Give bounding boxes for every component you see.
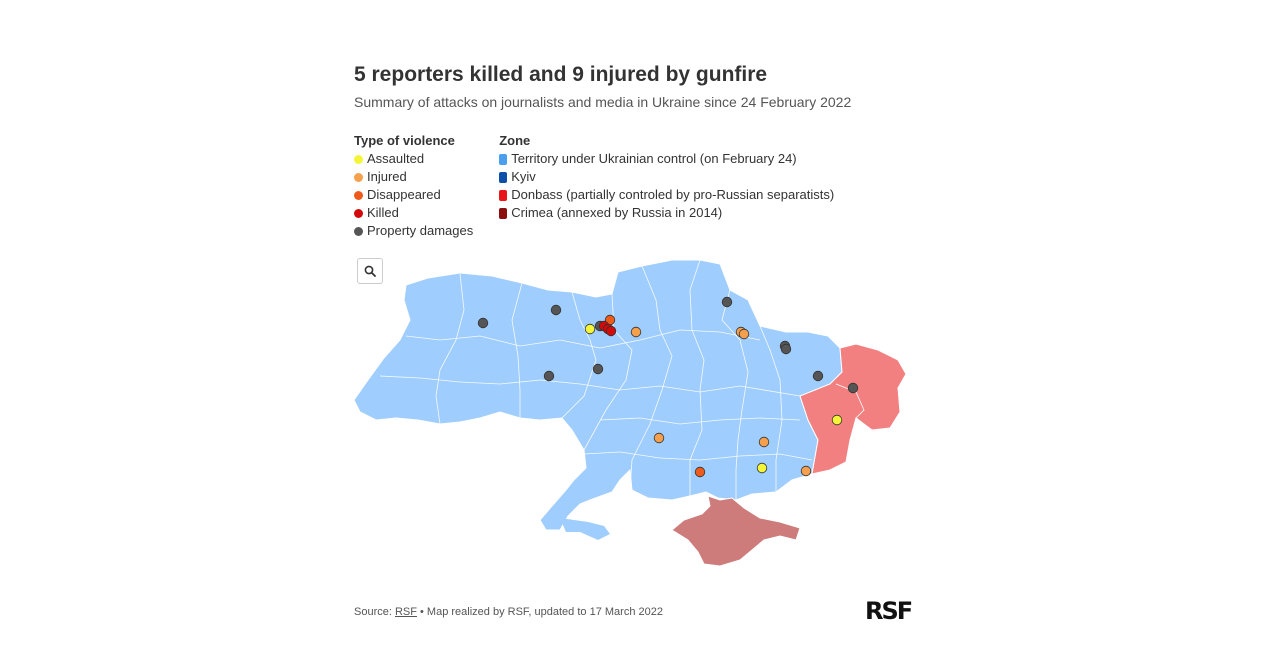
marker-injured[interactable] [630,326,642,338]
legend-item-kyiv[interactable]: Kyiv [499,168,834,186]
marker-injured[interactable] [800,465,812,477]
marker-property-damage[interactable] [812,370,824,382]
marker-property-damage[interactable] [847,382,859,394]
legend-item-disappeared[interactable]: Disappeared [354,186,473,204]
rsf-logo: RSF [865,597,913,625]
marker-property-damage[interactable] [543,370,555,382]
legend-item-ukrainian-territory[interactable]: Territory under Ukrainian control (on Fe… [499,150,834,168]
assaulted-dot-icon [354,154,363,164]
legend-label: Injured [367,169,407,184]
marker-assaulted[interactable] [584,323,596,335]
legend-label: Assaulted [367,151,425,166]
legend-violence: Type of violence Assaulted Injured Disap… [354,132,473,240]
marker-injured[interactable] [758,436,770,448]
legend-label: Disappeared [367,187,441,202]
page-title: 5 reporters killed and 9 injured by gunf… [354,63,768,86]
ukraine-territory-region[interactable] [353,259,843,531]
legend-item-assaulted[interactable]: Assaulted [354,150,473,168]
disappeared-dot-icon [354,190,363,200]
marker-property-damage[interactable] [721,296,733,308]
legend-zone-title: Zone [499,133,531,148]
legend-item-injured[interactable]: Injured [354,168,473,186]
legend-label: Kyiv [511,169,536,184]
source-rest: • Map realized by RSF, updated to 17 Mar… [416,606,663,618]
property-damages-dot-icon [354,226,363,236]
kyiv-zone-swatch-icon [499,171,508,183]
donbass-border [835,383,865,419]
incident-markers [477,296,859,478]
donbass-region[interactable] [799,343,907,475]
marker-killed[interactable] [605,325,617,337]
legend-label: Killed [367,205,399,220]
page-subtitle: Summary of attacks on journalists and me… [354,94,852,110]
legend-item-donbass[interactable]: Donbass (partially controled by pro-Russ… [499,186,834,204]
injured-dot-icon [354,172,363,182]
crimea-zone-swatch-icon [499,207,508,219]
header: 5 reporters killed and 9 injured by gunf… [354,60,914,238]
legend-item-killed[interactable]: Killed [354,204,473,222]
footer-source: Source: RSF • Map realized by RSF, updat… [354,606,663,618]
marker-injured[interactable] [738,328,750,340]
killed-dot-icon [354,208,363,218]
search-icon [364,265,376,277]
odesa-coast-region[interactable] [560,518,610,540]
marker-assaulted[interactable] [831,414,843,426]
source-prefix: Source: [354,606,395,618]
zoom-button[interactable] [357,258,383,284]
marker-property-damage[interactable] [477,317,489,329]
legend-violence-title: Type of violence [354,133,455,148]
marker-disappeared[interactable] [694,466,706,478]
donbass-zone-swatch-icon [499,189,508,201]
crimea-region[interactable] [671,495,801,567]
legend-label: Donbass (partially controled by pro-Russ… [511,187,835,202]
source-link[interactable]: RSF [394,606,417,618]
legend: Type of violence Assaulted Injured Disap… [354,132,860,240]
legend-label: Territory under Ukrainian control (on Fe… [511,151,797,166]
legend-label: Property damages [367,223,474,238]
marker-assaulted[interactable] [756,462,768,474]
legend-label: Crimea (annexed by Russia in 2014) [511,205,723,220]
legend-item-property-damages[interactable]: Property damages [354,222,473,240]
oblast-borders [379,259,813,500]
marker-property-damage[interactable] [550,304,562,316]
marker-injured[interactable] [653,432,665,444]
legend-item-crimea[interactable]: Crimea (annexed by Russia in 2014) [499,204,834,222]
marker-property-damage[interactable] [592,363,604,375]
marker-property-damage[interactable] [780,343,792,355]
legend-zone: Zone Territory under Ukrainian control (… [499,132,834,240]
ukraine-zone-swatch-icon [499,153,508,165]
